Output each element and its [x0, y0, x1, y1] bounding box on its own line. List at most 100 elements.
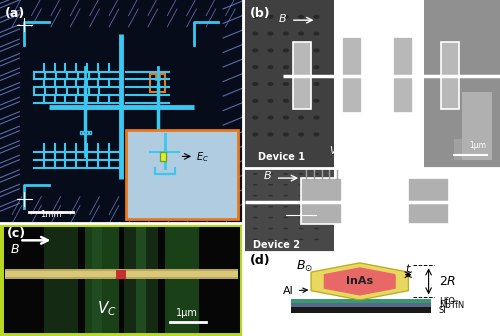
Circle shape	[314, 65, 320, 69]
Circle shape	[268, 217, 273, 218]
Bar	[442, 42, 459, 109]
Bar	[408, 178, 449, 224]
Bar	[424, 0, 500, 168]
Circle shape	[314, 173, 319, 175]
Circle shape	[252, 116, 258, 120]
Circle shape	[252, 65, 258, 69]
Bar	[165, 223, 199, 336]
Circle shape	[252, 132, 258, 136]
Bar	[150, 74, 165, 92]
Bar	[158, 131, 161, 134]
Text: 1μm: 1μm	[470, 141, 486, 150]
Circle shape	[268, 48, 274, 52]
Text: 1mm: 1mm	[40, 210, 62, 219]
Circle shape	[314, 82, 320, 86]
Text: 1μm: 1μm	[462, 234, 479, 243]
Circle shape	[252, 206, 258, 207]
Bar	[89, 131, 91, 134]
Circle shape	[298, 184, 304, 185]
Circle shape	[252, 195, 258, 197]
Circle shape	[252, 15, 258, 19]
Bar	[126, 130, 238, 219]
Text: (d): (d)	[250, 254, 270, 267]
Circle shape	[268, 184, 273, 185]
Circle shape	[268, 15, 274, 19]
Circle shape	[314, 15, 320, 19]
Circle shape	[268, 173, 273, 175]
Circle shape	[268, 239, 273, 240]
Circle shape	[283, 239, 288, 240]
Circle shape	[282, 132, 289, 136]
Bar	[162, 131, 164, 134]
Text: $E_C$: $E_C$	[196, 151, 209, 164]
Text: (a): (a)	[5, 7, 25, 20]
Bar	[136, 223, 145, 336]
Circle shape	[282, 48, 289, 52]
Circle shape	[268, 228, 273, 229]
Text: (c): (c)	[8, 227, 26, 240]
Circle shape	[252, 239, 258, 240]
Text: Device 2: Device 2	[252, 240, 300, 250]
Circle shape	[314, 228, 319, 229]
Text: 1μm: 1μm	[176, 308, 198, 318]
Text: HfO₂: HfO₂	[439, 297, 458, 306]
Bar	[291, 303, 431, 307]
Bar	[462, 92, 492, 160]
Text: $E_C$: $E_C$	[454, 204, 467, 218]
Circle shape	[283, 228, 288, 229]
Bar	[86, 131, 88, 134]
Text: $V_C$: $V_C$	[368, 238, 381, 252]
Circle shape	[268, 32, 274, 36]
Bar	[85, 223, 119, 336]
Bar	[291, 307, 431, 313]
Text: $B$: $B$	[10, 243, 20, 256]
Text: Device 1: Device 1	[258, 152, 305, 162]
Circle shape	[252, 82, 258, 86]
Bar	[83, 131, 86, 134]
Bar	[5, 278, 237, 279]
Circle shape	[282, 32, 289, 36]
Circle shape	[252, 32, 258, 36]
Circle shape	[314, 206, 319, 207]
Bar	[153, 131, 155, 134]
Text: $t$: $t$	[405, 262, 411, 274]
Text: $B$: $B$	[278, 12, 287, 24]
Circle shape	[283, 195, 288, 197]
Polygon shape	[311, 263, 408, 300]
Circle shape	[282, 116, 289, 120]
Circle shape	[298, 217, 304, 218]
Circle shape	[314, 48, 320, 52]
Circle shape	[298, 82, 304, 86]
Text: $V_C$: $V_C$	[97, 299, 117, 318]
Bar	[124, 223, 158, 336]
Circle shape	[314, 99, 320, 103]
Circle shape	[283, 173, 288, 175]
Bar	[44, 223, 78, 336]
Text: Al: Al	[283, 286, 308, 296]
Bar	[301, 178, 342, 224]
Circle shape	[252, 173, 258, 175]
Circle shape	[298, 228, 304, 229]
Text: (b): (b)	[250, 7, 270, 20]
Circle shape	[314, 116, 320, 120]
Circle shape	[298, 206, 304, 207]
Circle shape	[268, 116, 274, 120]
Circle shape	[268, 82, 274, 86]
Circle shape	[314, 32, 320, 36]
Circle shape	[283, 184, 288, 185]
Bar	[5, 269, 237, 279]
Circle shape	[314, 184, 319, 185]
Circle shape	[298, 116, 304, 120]
Bar	[454, 139, 492, 160]
Text: $B_{\odot}$: $B_{\odot}$	[296, 259, 313, 274]
Bar	[155, 74, 160, 80]
Text: $E_C$: $E_C$	[372, 7, 387, 20]
Circle shape	[298, 15, 304, 19]
Circle shape	[252, 228, 258, 229]
Circle shape	[268, 195, 273, 197]
Circle shape	[314, 195, 319, 197]
Bar	[160, 152, 166, 161]
Text: $2R$: $2R$	[439, 275, 456, 288]
Circle shape	[268, 206, 273, 207]
Circle shape	[298, 99, 304, 103]
